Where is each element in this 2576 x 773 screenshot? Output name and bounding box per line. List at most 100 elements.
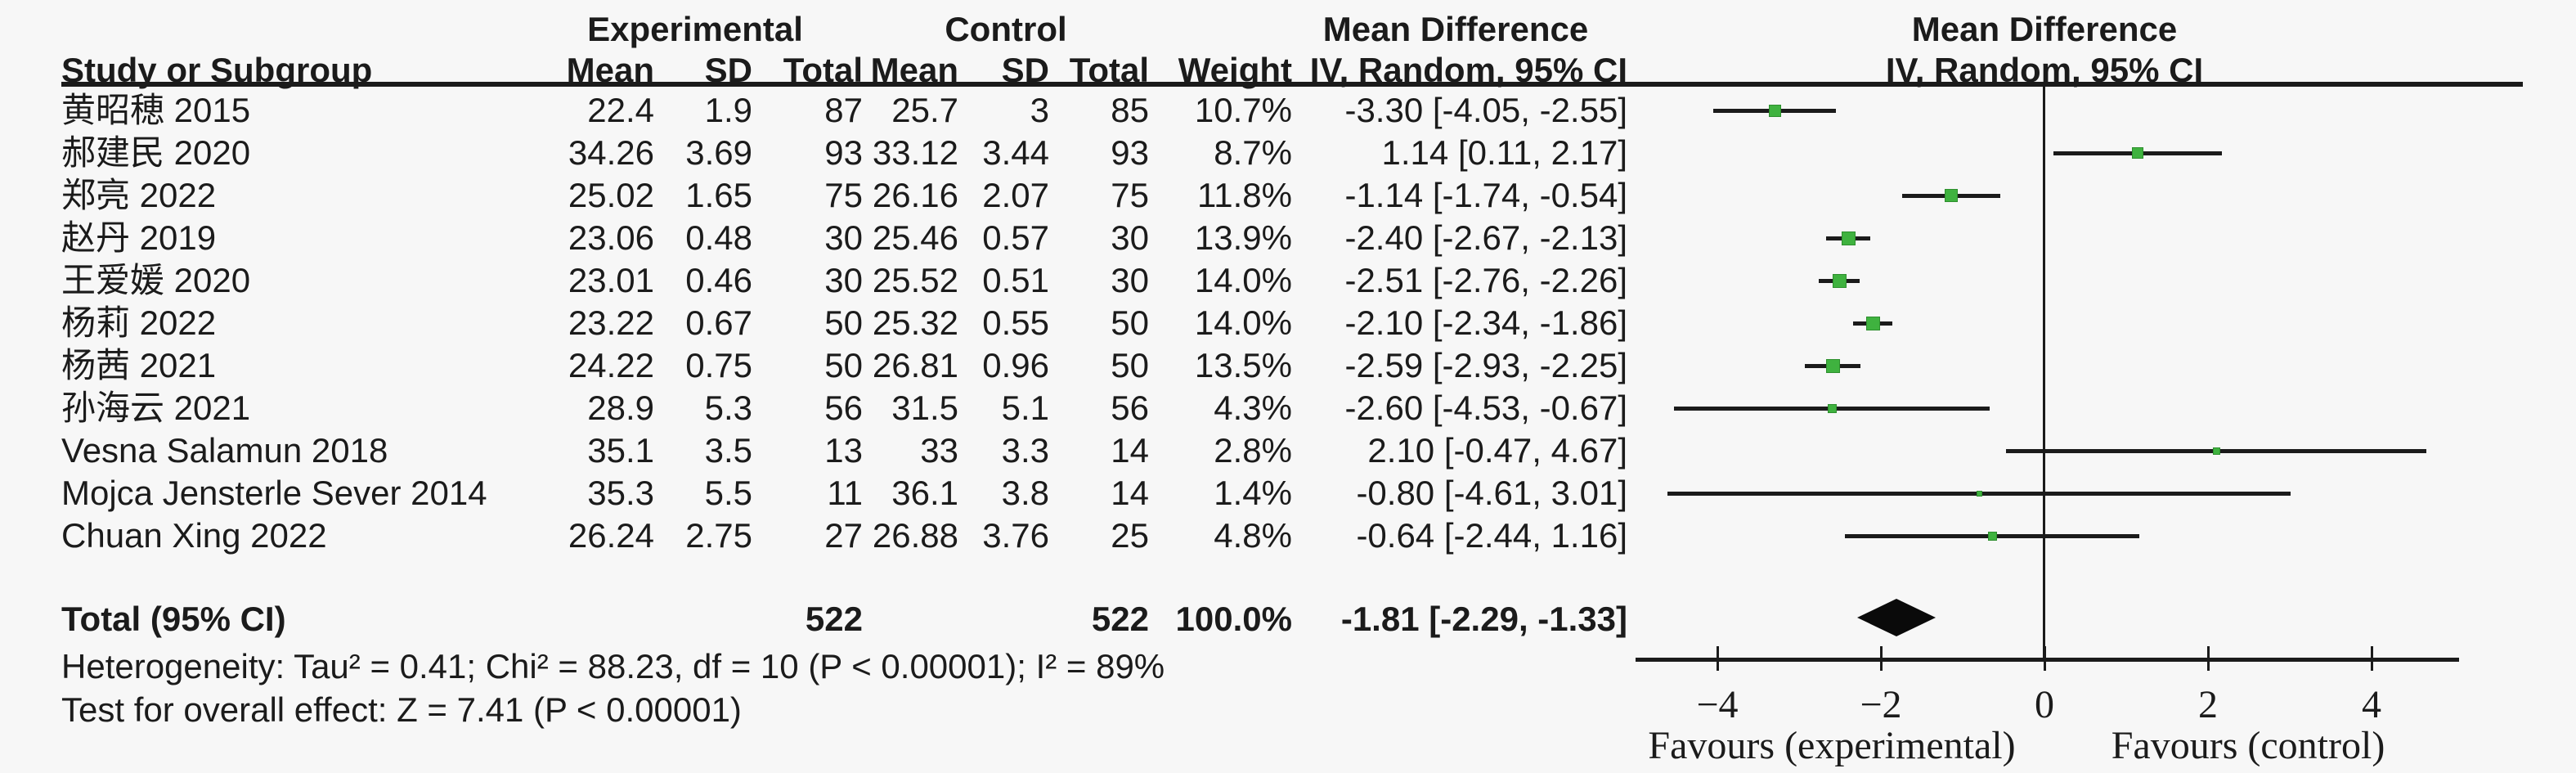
c-sd-value: 3.44 [982,133,1049,172]
group-header-experimental: Experimental [587,10,803,48]
e-sd-value: 1.9 [704,91,752,129]
e-sd-value: 0.48 [685,218,752,257]
total-ctrl-n: 522 [1091,600,1149,638]
c-sd-value: 3.3 [1001,431,1049,470]
c-mean-value: 33 [920,431,958,470]
weight-value: 14.0% [1194,303,1292,342]
e-total-value: 11 [827,474,863,512]
c-mean-value: 25.32 [872,303,958,342]
md-ci-text: 2.10 [-0.47, 4.67] [1367,431,1627,470]
c-mean-value: 36.1 [891,474,958,512]
c-total-value: 75 [1111,176,1149,214]
weight-value: 13.9% [1194,218,1292,257]
axis-tick-label: 0 [2035,683,2054,726]
effect-square [1825,358,1840,373]
c-sd-value: 5.1 [1001,389,1049,427]
e-sd-value: 3.69 [685,133,752,172]
c-mean-value: 25.52 [872,261,958,299]
axis-tick-label: 2 [2198,683,2218,726]
e-mean-value: 23.01 [568,261,654,299]
total-exp-n: 522 [805,600,863,638]
pooled-effect-diamond [1857,599,1936,636]
axis-tick-mark [2207,646,2210,671]
e-sd-value: 0.67 [685,303,752,342]
e-mean-value: 35.3 [587,474,654,512]
study-name: 郝建民 2020 [61,133,251,172]
c-total-value: 93 [1111,133,1149,172]
c-mean-value: 26.16 [872,176,958,214]
e-mean-value: 22.4 [587,91,654,129]
c-total-value: 14 [1111,431,1149,470]
e-mean-value: 23.22 [568,303,654,342]
effect-square [1945,189,1958,202]
e-total-value: 30 [824,218,863,257]
e-mean-value: 28.9 [587,389,654,427]
e-mean-value: 24.22 [568,346,654,384]
study-name: Vesna Salamun 2018 [61,431,388,470]
c-total-value: 25 [1111,516,1149,555]
c-sd-value: 3.8 [1001,474,1049,512]
c-total-value: 14 [1111,474,1149,512]
study-name: Chuan Xing 2022 [61,516,327,555]
e-sd-value: 3.5 [704,431,752,470]
effect-square [1841,231,1856,245]
md-ci-text: -2.10 [-2.34, -1.86] [1344,303,1627,342]
c-mean-value: 25.46 [872,218,958,257]
c-sd-value: 0.55 [982,303,1049,342]
md-ci-plot-header: IV, Random, 95% CI [1885,51,2204,89]
effect-square [1987,531,1997,541]
weight-value: 10.7% [1194,91,1292,129]
md-ci-text: -2.59 [-2.93, -2.25] [1344,346,1627,384]
c-total-value: 56 [1111,389,1149,427]
header-underline [61,82,2523,87]
overall-effect-line: Test for overall effect: Z = 7.41 (P < 0… [61,690,742,729]
weight-value: 11.8% [1197,176,1292,214]
md-ci-text: -0.80 [-4.61, 3.01] [1356,474,1627,512]
study-name: 郑亮 2022 [61,176,217,214]
weight-value: 1.4% [1214,474,1292,512]
e-sd-value: 0.46 [685,261,752,299]
c-mean-value: 25.7 [891,91,958,129]
zero-reference-line [2043,84,2045,659]
c-mean-value: 31.5 [891,389,958,427]
e-total-value: 87 [824,91,863,129]
weight-value: 13.5% [1194,346,1292,384]
total-md-ci: -1.81 [-2.29, -1.33] [1340,600,1627,638]
c-sd-value: 3 [1030,91,1049,129]
weight-value: 8.7% [1214,133,1292,172]
weight-value: 4.3% [1214,389,1292,427]
c-mean-value: 26.81 [872,346,958,384]
c-total-value: 50 [1111,303,1149,342]
exp-mean-header: Mean [566,51,654,89]
exp-sd-header: SD [704,51,752,89]
e-sd-value: 0.75 [685,346,752,384]
e-total-value: 30 [824,261,863,299]
md-column-title: Mean Difference [1322,10,1589,48]
axis-tick-mark [2044,646,2046,671]
c-mean-value: 33.12 [872,133,958,172]
effect-square [1832,273,1847,288]
exp-total-header: Total [783,51,863,89]
effect-square [2132,147,2143,159]
c-sd-value: 0.57 [982,218,1049,257]
e-total-value: 50 [824,303,863,342]
e-sd-value: 2.75 [685,516,752,555]
weight-value: 4.8% [1214,516,1292,555]
axis-tick-mark [1717,646,1719,671]
study-name: Mojca Jensterle Sever 2014 [61,474,487,512]
ctrl-total-header: Total [1069,51,1149,89]
weight-header: Weight [1178,51,1292,89]
ctrl-mean-header: Mean [870,51,958,89]
e-total-value: 50 [824,346,863,384]
e-total-value: 27 [824,516,863,555]
study-name: 孙海云 2021 [61,389,251,427]
c-sd-value: 2.07 [982,176,1049,214]
axis-tick-label: 4 [2362,683,2381,726]
md-ci-text: -3.30 [-4.05, -2.55] [1344,91,1627,129]
md-plot-title: Mean Difference [1911,10,2178,48]
study-name: 杨茜 2021 [61,346,217,384]
effect-square [1865,316,1880,330]
axis-tick-label: −2 [1860,683,1902,726]
axis-tick-label: −4 [1696,683,1739,726]
